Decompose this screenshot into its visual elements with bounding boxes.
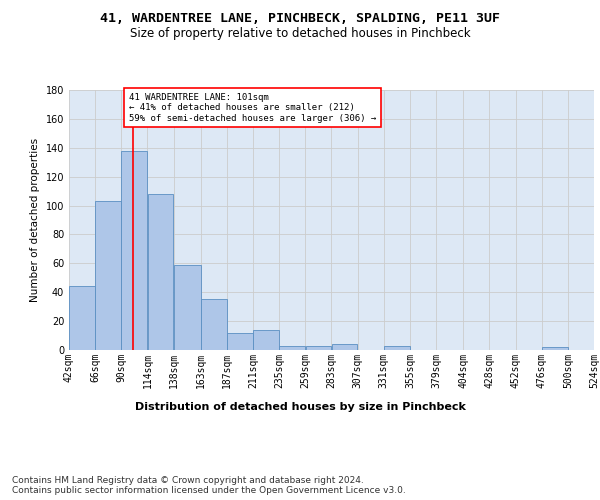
Bar bbox=[542, 347, 568, 350]
Text: 41, WARDENTREE LANE, PINCHBECK, SPALDING, PE11 3UF: 41, WARDENTREE LANE, PINCHBECK, SPALDING… bbox=[100, 12, 500, 26]
Bar bbox=[227, 332, 253, 350]
Bar bbox=[201, 300, 227, 350]
Text: Contains HM Land Registry data © Crown copyright and database right 2024.
Contai: Contains HM Land Registry data © Crown c… bbox=[12, 476, 406, 495]
Bar bbox=[69, 286, 95, 350]
Bar bbox=[280, 346, 305, 350]
Bar bbox=[148, 194, 173, 350]
Bar bbox=[384, 346, 410, 350]
Bar bbox=[121, 150, 147, 350]
Bar bbox=[95, 201, 121, 350]
Y-axis label: Number of detached properties: Number of detached properties bbox=[30, 138, 40, 302]
Text: Distribution of detached houses by size in Pinchbeck: Distribution of detached houses by size … bbox=[134, 402, 466, 412]
Text: 41 WARDENTREE LANE: 101sqm
← 41% of detached houses are smaller (212)
59% of sem: 41 WARDENTREE LANE: 101sqm ← 41% of deta… bbox=[129, 93, 376, 122]
Bar bbox=[253, 330, 279, 350]
Bar bbox=[305, 346, 331, 350]
Bar bbox=[332, 344, 358, 350]
Bar bbox=[174, 265, 200, 350]
Text: Size of property relative to detached houses in Pinchbeck: Size of property relative to detached ho… bbox=[130, 28, 470, 40]
